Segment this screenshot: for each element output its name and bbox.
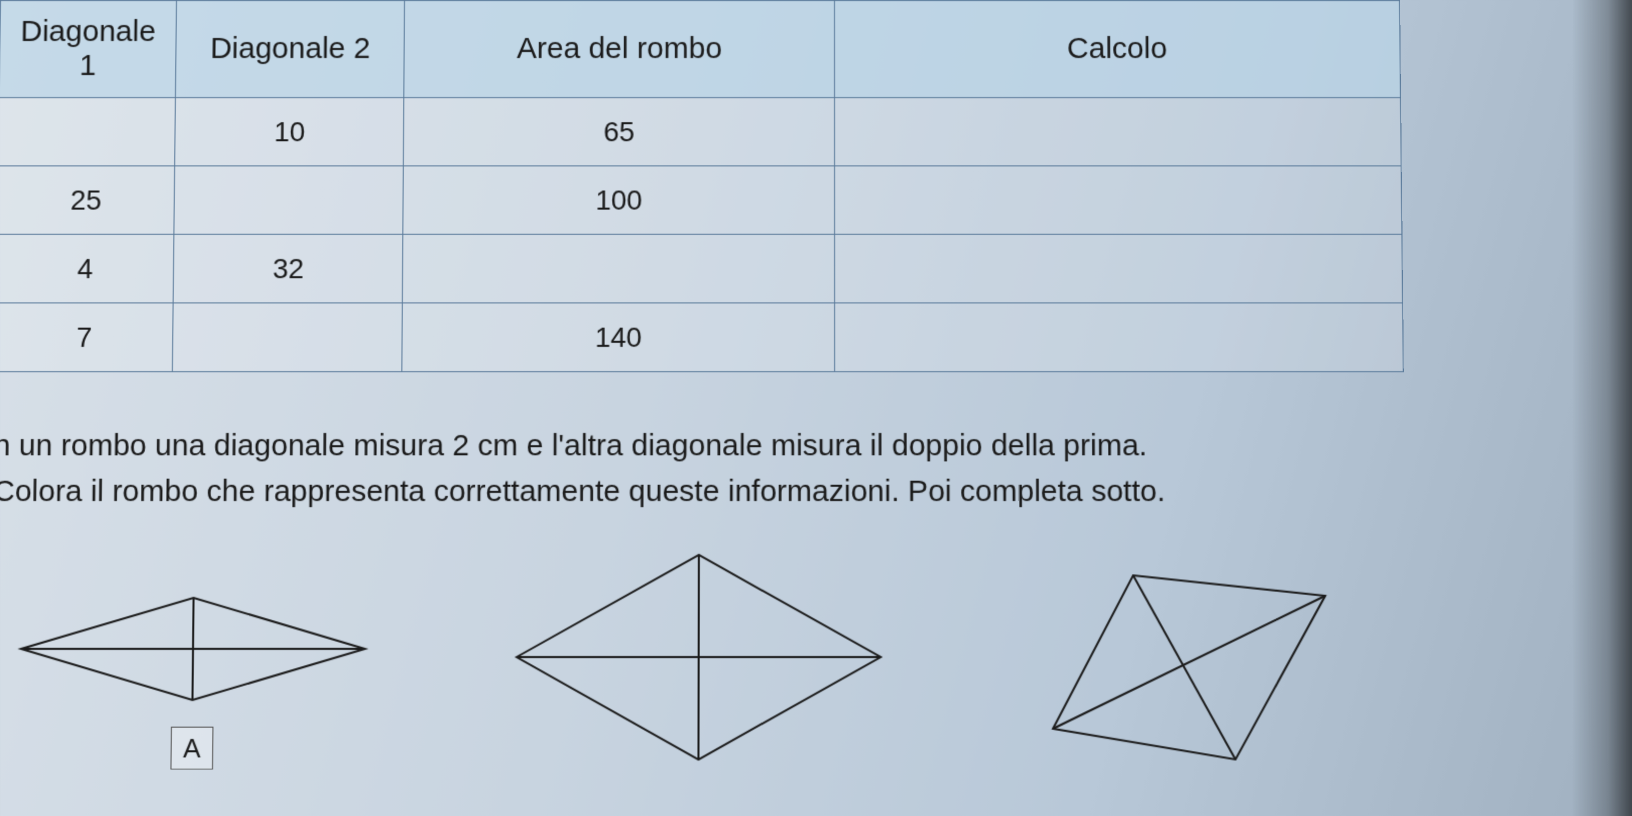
table-row: 25 100 xyxy=(0,166,1402,234)
header-calcolo: Calcolo xyxy=(834,0,1400,97)
cell-d1: 7 xyxy=(0,303,173,372)
header-area: Area del rombo xyxy=(404,0,834,97)
cell-calc xyxy=(834,98,1401,166)
instruction-text: n un rombo una diagonale misura 2 cm e l… xyxy=(0,423,1632,514)
cell-d2: 32 xyxy=(173,234,403,303)
rhombus-b-icon xyxy=(496,545,901,770)
table-row: 10 65 xyxy=(0,98,1401,166)
cell-d1 xyxy=(0,98,176,166)
rhombus-a-group: A xyxy=(9,577,375,769)
table-row: 7 140 xyxy=(0,303,1403,372)
rhombus-shapes-row: A xyxy=(0,545,1632,770)
cell-area: 140 xyxy=(402,303,834,372)
cell-calc xyxy=(834,303,1403,372)
header-diagonale-1: Diagonale 1 xyxy=(0,0,177,97)
cell-calc xyxy=(834,166,1402,234)
rhombus-b-group xyxy=(496,545,901,770)
cell-d2: 10 xyxy=(175,98,404,166)
header-diagonale-2: Diagonale 2 xyxy=(176,0,405,97)
rhombus-table: Diagonale 1 Diagonale 2 Area del rombo C… xyxy=(0,0,1404,372)
cell-d2 xyxy=(172,303,402,372)
cell-area: 65 xyxy=(404,98,835,166)
cell-area: 100 xyxy=(403,166,834,234)
rhombus-c-icon xyxy=(1022,545,1347,770)
cell-d1: 25 xyxy=(0,166,175,234)
cell-area xyxy=(403,234,835,303)
rhombus-c-group xyxy=(1022,545,1347,770)
cell-calc xyxy=(834,234,1402,303)
instruction-line-2: Colora il rombo che rappresenta corretta… xyxy=(0,475,1165,509)
page-shadow-edge xyxy=(1572,0,1632,816)
cell-d1: 4 xyxy=(0,234,174,303)
instruction-line-1: n un rombo una diagonale misura 2 cm e l… xyxy=(0,429,1147,462)
rhombus-a-label: A xyxy=(170,727,213,770)
cell-d2 xyxy=(174,166,404,234)
rhombus-a-icon xyxy=(10,577,376,720)
table-header-row: Diagonale 1 Diagonale 2 Area del rombo C… xyxy=(0,0,1400,97)
table-row: 4 32 xyxy=(0,234,1403,303)
